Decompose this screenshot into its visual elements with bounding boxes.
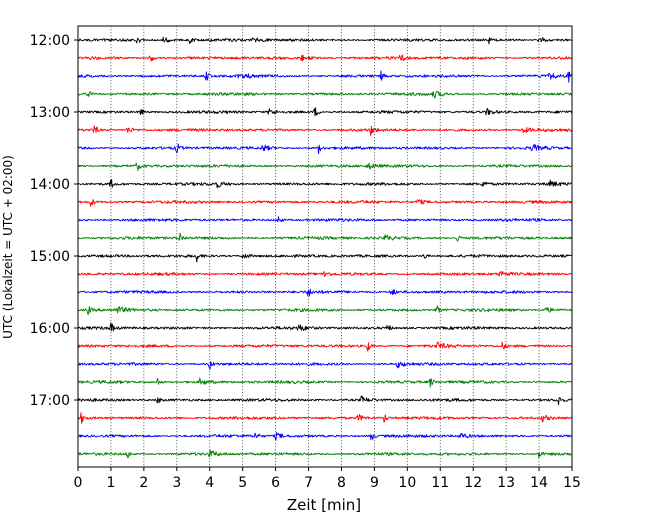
x-axis-label: Zeit [min] [287,496,361,514]
y-tick-label-2: 14:00 [30,177,70,193]
x-tick-label-1: 1 [106,475,115,491]
x-tick-label-10: 10 [398,475,416,491]
y-tick-label-0: 12:00 [30,33,70,49]
trace-row-3 [77,90,572,99]
x-tick-label-6: 6 [271,475,280,491]
trace-row-11 [77,232,573,242]
seismic-traces [77,36,573,459]
trace-row-6 [77,143,572,155]
x-tick-label-15: 15 [563,475,581,491]
x-tick-label-9: 9 [370,475,379,491]
trace-row-22 [77,431,572,441]
x-tick-label-11: 11 [431,475,449,491]
trace-row-12 [77,253,572,263]
trace-row-19 [77,377,573,388]
y-tick-label-1: 13:00 [30,105,70,121]
x-tick-label-2: 2 [139,475,148,491]
trace-row-23 [77,449,573,459]
trace-row-4 [77,107,573,117]
trace-row-7 [77,162,573,171]
trace-row-15 [77,305,573,316]
trace-row-16 [77,322,573,332]
x-axis-ticks: 0 1 2 3 4 5 6 7 8 9 10 11 12 13 14 15 [74,467,581,491]
trace-row-10 [77,216,572,223]
trace-row-14 [77,288,573,297]
trace-row-0 [77,36,573,45]
trace-row-9 [77,199,573,207]
y-tick-label-3: 15:00 [30,249,70,265]
trace-row-2 [77,70,573,83]
y-axis-ticks: 12:00 13:00 14:00 15:00 16:00 17:00 [30,33,78,409]
x-tick-label-12: 12 [464,475,482,491]
trace-row-13 [77,270,572,277]
plot-frame [77,25,573,468]
x-tick-label-13: 13 [497,475,515,491]
x-tick-label-4: 4 [205,475,214,491]
trace-row-20 [77,395,573,406]
trace-row-18 [77,361,572,370]
trace-row-5 [77,125,573,137]
trace-row-1 [77,54,573,62]
y-tick-label-4: 16:00 [30,321,70,337]
y-axis-label: UTC (Lokalzeit = UTC + 02:00) [1,155,15,339]
x-tick-label-5: 5 [238,475,247,491]
x-tick-label-8: 8 [337,475,346,491]
trace-row-21 [77,412,573,424]
trace-row-8 [77,179,572,189]
x-tick-label-3: 3 [172,475,181,491]
trace-row-17 [77,341,573,352]
x-tick-label-7: 7 [304,475,313,491]
y-tick-label-5: 17:00 [30,393,70,409]
x-tick-label-14: 14 [530,475,548,491]
x-tick-label-0: 0 [74,475,83,491]
